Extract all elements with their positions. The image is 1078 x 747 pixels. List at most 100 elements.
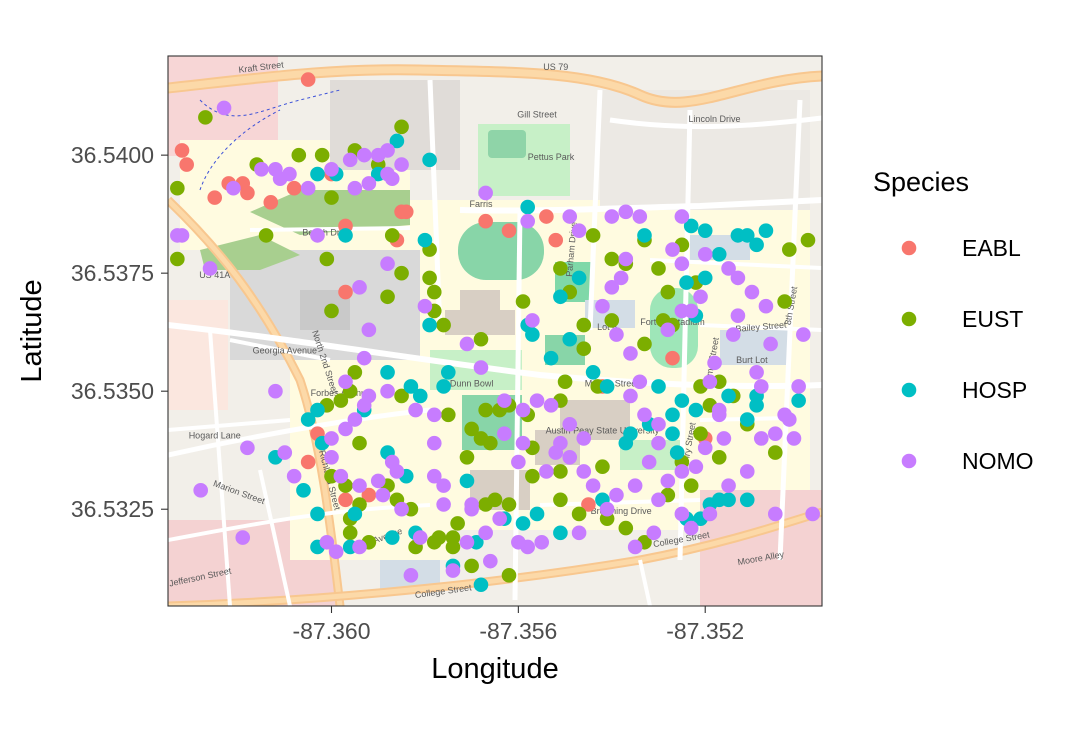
point-nomo [627,539,643,555]
panel-border [167,55,823,607]
point-eust [576,341,592,357]
point-eust [347,365,363,380]
legend-items: EABL EUST HOSP NOMO [901,235,1034,474]
residential-area [168,300,228,410]
point-hosp [403,379,419,394]
point-nomo [595,298,610,314]
point-hosp [688,402,704,418]
point-nomo [665,242,680,257]
point-eust [342,525,358,541]
point-hosp [739,412,755,427]
y-tick-label: 36.5350 [71,378,154,404]
point-nomo [796,327,811,342]
point-nomo [497,393,512,408]
point-hosp [739,492,755,508]
point-nomo [697,440,713,456]
legend: Species EABL EUST HOSP NOMO [873,167,1034,474]
x-tick-label: -87.352 [666,618,744,644]
point-eust [595,459,610,475]
point-hosp [380,365,395,380]
point-hosp [749,398,764,413]
point-nomo [459,336,475,352]
point-eust [576,317,592,333]
point-nomo [702,506,718,522]
point-eust [501,568,517,583]
point-eust [459,449,475,465]
point-nomo [193,483,208,498]
boundary-line [199,89,341,117]
point-eust [324,190,339,205]
point-hosp [459,473,475,489]
point-hosp [791,393,806,408]
road-marion-west [168,407,431,458]
map-label: Beech Drive [302,227,351,237]
point-eust [352,435,367,451]
point-nomo [380,383,395,399]
point-nomo [361,176,377,191]
point-eust [436,317,451,333]
point-nomo [758,298,774,314]
point-nomo [426,435,442,451]
point-eust [380,289,395,305]
point-eabl [338,492,353,508]
point-nomo [342,152,358,168]
point-nomo [571,525,587,541]
point-nomo [688,459,704,475]
point-hosp [520,199,535,215]
point-hosp [651,379,666,394]
point-hosp [436,379,451,394]
point-nomo [511,534,526,550]
map-label: Georgia Avenue [253,345,317,355]
point-eust [319,251,335,267]
point-eabl [240,185,255,201]
point-nomo [380,256,395,272]
point-nomo [240,440,255,456]
point-hosp [669,445,685,460]
point-nomo [730,270,746,286]
point-hosp [412,388,428,404]
point-hosp [599,379,615,394]
point-eust [324,303,339,319]
point-eust [767,445,783,460]
point-nomo [436,497,451,512]
point-nomo [805,506,820,522]
point-nomo [525,313,540,328]
legend-label-hosp: HOSP [962,377,1027,403]
point-nomo [389,464,405,479]
point-eust [478,402,493,418]
point-nomo [599,501,615,517]
legend-key-eabl [901,240,917,256]
campus-area [290,350,450,560]
point-hosp [525,327,540,342]
road-marion [168,322,822,390]
point-nomo [361,322,377,338]
point-nomo [286,468,302,484]
point-eust [651,261,666,276]
point-nomo [473,360,489,375]
point-hosp [310,166,325,182]
point-nomo [744,284,760,300]
road-beech [249,226,411,232]
point-hosp [310,506,325,522]
point-eust [553,261,568,276]
map-label: Lincoln Drive [689,114,741,124]
point-hosp [296,483,311,498]
point-nomo [356,147,372,163]
y-tick-label: 36.5375 [71,260,154,286]
point-nomo [319,534,335,550]
point-hosp [515,516,531,531]
point-eabl [665,350,680,366]
point-nomo [324,162,339,177]
point-nomo [786,431,802,446]
legend-label-eust: EUST [962,306,1023,332]
point-hosp [758,223,774,238]
point-nomo [721,261,736,276]
point-nomo [464,497,479,512]
point-nomo [571,223,587,238]
point-nomo [683,303,699,319]
point-nomo [749,365,764,380]
point-nomo [478,185,493,201]
point-nomo [511,454,526,470]
point-eust [800,232,816,248]
point-hosp [562,331,578,347]
